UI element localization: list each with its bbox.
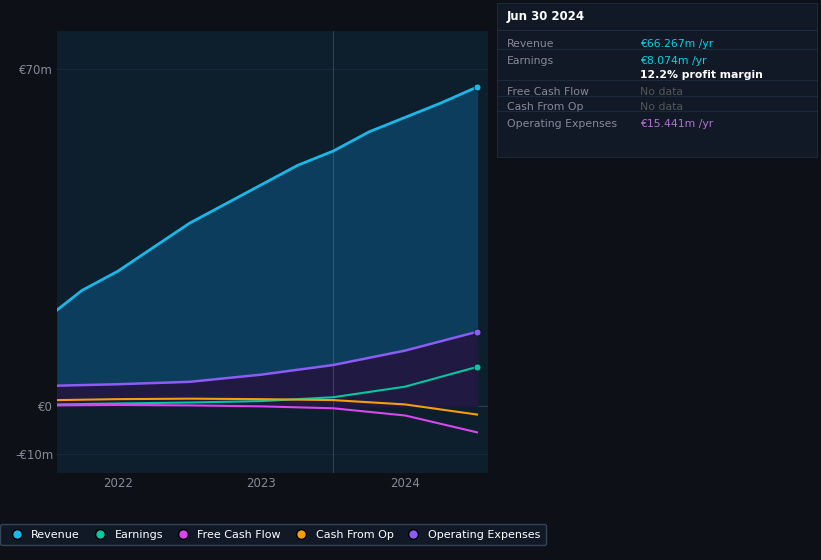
Text: Cash From Op: Cash From Op xyxy=(507,102,583,113)
Text: Free Cash Flow: Free Cash Flow xyxy=(507,87,589,97)
Text: Jun 30 2024: Jun 30 2024 xyxy=(507,10,585,22)
Text: €8.074m /yr: €8.074m /yr xyxy=(640,56,707,66)
Text: Operating Expenses: Operating Expenses xyxy=(507,119,617,129)
Text: Earnings: Earnings xyxy=(507,56,553,66)
Text: €66.267m /yr: €66.267m /yr xyxy=(640,39,713,49)
Legend: Revenue, Earnings, Free Cash Flow, Cash From Op, Operating Expenses: Revenue, Earnings, Free Cash Flow, Cash … xyxy=(0,524,546,545)
Text: No data: No data xyxy=(640,102,683,113)
Text: Revenue: Revenue xyxy=(507,39,554,49)
Text: 12.2% profit margin: 12.2% profit margin xyxy=(640,70,764,80)
Text: €15.441m /yr: €15.441m /yr xyxy=(640,119,713,129)
Text: No data: No data xyxy=(640,87,683,97)
